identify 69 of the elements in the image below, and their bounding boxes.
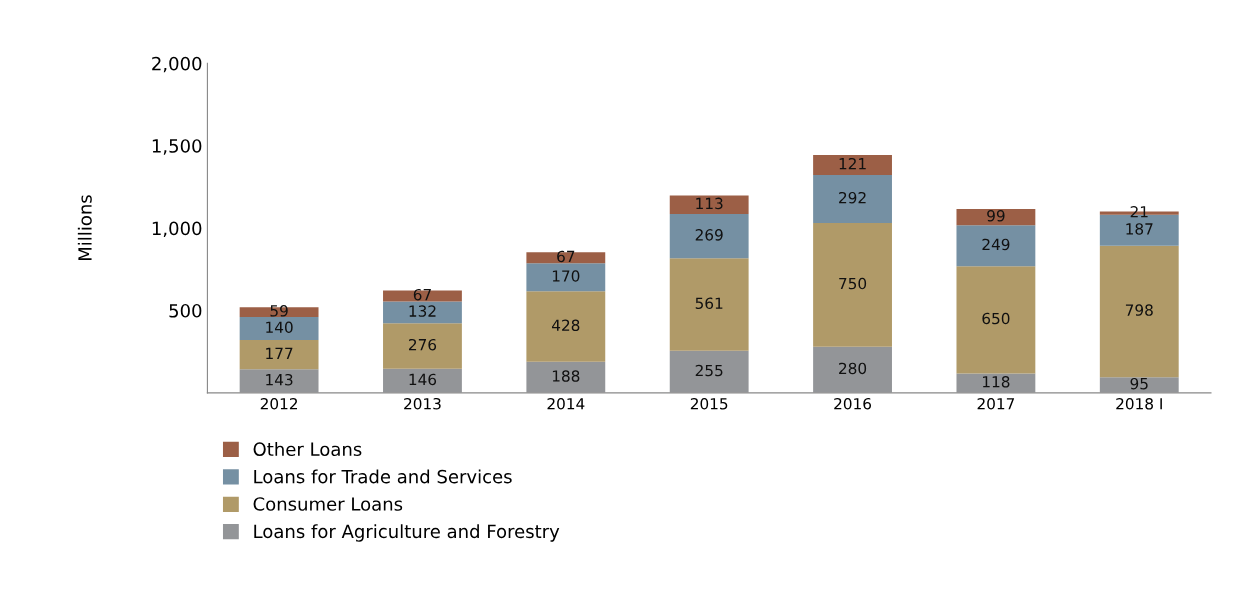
data-label: 121: [839, 157, 866, 170]
data-label: 146: [409, 373, 437, 386]
bar: [956, 208, 1036, 226]
bar: [669, 350, 749, 393]
bar: [239, 307, 319, 318]
legend-label: Loans for Trade and Services: [254, 469, 512, 484]
data-label: 798: [1125, 304, 1153, 316]
data-label: 750: [839, 277, 867, 290]
bar: [956, 373, 1036, 393]
bar: [239, 369, 319, 393]
bar: [526, 263, 606, 292]
bar: [526, 291, 606, 362]
data-label: 255: [695, 364, 723, 377]
bar: [669, 258, 749, 351]
data-label: 177: [266, 347, 293, 359]
legend-label: Loans for Agriculture and Forestry: [254, 524, 560, 542]
data-label: 280: [839, 362, 867, 375]
data-label: 67: [413, 288, 431, 301]
x-tick-label: 2016: [834, 397, 872, 410]
bar: [526, 252, 606, 264]
x-tick-label: 2012: [260, 397, 298, 410]
bar: [383, 368, 462, 393]
bar: [383, 323, 462, 369]
data-label: 59: [270, 305, 288, 317]
data-label: 428: [551, 319, 580, 332]
data-label: 143: [266, 373, 293, 386]
legend-label: Other Loans: [253, 442, 362, 457]
legend-label: Consumer Loans: [253, 497, 403, 511]
bar: [1099, 377, 1179, 393]
y-axis-title: Millions: [77, 195, 92, 261]
data-label: 249: [982, 238, 1010, 251]
data-label: 188: [552, 370, 580, 382]
data-label: 650: [982, 312, 1010, 325]
x-tick-label: 2018 I: [1116, 397, 1162, 410]
bar: [383, 301, 462, 324]
bar: [669, 195, 749, 215]
data-label: 187: [1126, 223, 1153, 235]
data-label: 118: [983, 375, 1010, 388]
data-label: 276: [409, 338, 437, 351]
bar: [956, 225, 1036, 267]
data-label: 95: [1130, 377, 1148, 390]
data-label: 140: [266, 321, 293, 333]
x-tick-label: 2014: [547, 397, 585, 410]
bar: [669, 214, 749, 259]
bar: [1099, 245, 1179, 378]
bar: [813, 155, 892, 175]
x-tick-label: 2015: [690, 397, 728, 410]
bar: [383, 290, 462, 302]
bar: [239, 340, 319, 370]
x-tick-label: 2013: [404, 397, 441, 410]
bar: [956, 266, 1036, 374]
data-label: 99: [987, 209, 1005, 222]
data-label: 292: [839, 191, 866, 204]
bar: [813, 346, 892, 393]
x-tick-label: 2017: [977, 397, 1015, 410]
data-label: 113: [696, 197, 723, 210]
bar: [239, 317, 319, 341]
y-tick-label: 2,000: [152, 56, 202, 73]
bar: [813, 175, 892, 224]
data-label: 269: [695, 229, 723, 241]
data-label: 67: [557, 250, 575, 263]
y-tick-label: 1,000: [152, 221, 202, 238]
data-label: 132: [409, 305, 436, 317]
data-label: 561: [695, 297, 723, 310]
y-tick-label: 1,500: [152, 139, 202, 155]
y-tick-label: 500: [169, 303, 202, 318]
bar: [813, 223, 892, 347]
bar: [526, 361, 606, 393]
data-label: 170: [552, 270, 580, 282]
